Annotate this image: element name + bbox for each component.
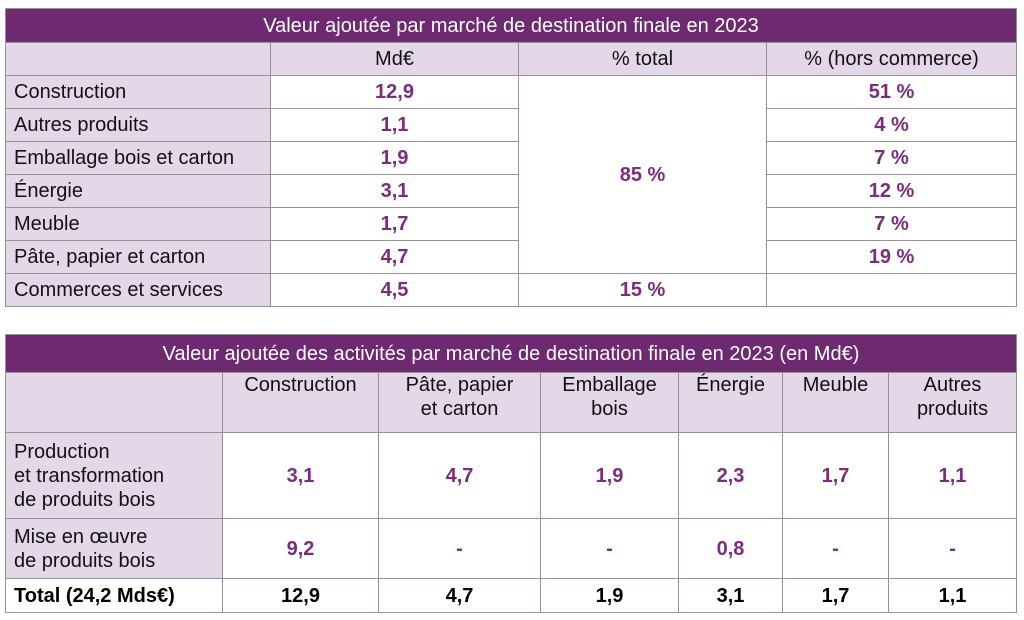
cell: 2,3 [678, 432, 783, 519]
cell: 12 % [765, 174, 1018, 208]
row: Autres produits 1,1 4 % [5, 108, 1018, 142]
cell: 9,2 [222, 518, 379, 579]
cell: 1,7 [782, 578, 889, 613]
cell: 12,9 [270, 75, 519, 109]
cell: 3,1 [678, 578, 783, 613]
row: Emballage bois et carton 1,9 7 % [5, 141, 1018, 175]
cell: 1,9 [540, 432, 679, 519]
cell: Commerces et services [5, 273, 271, 307]
cell: 1,7 [270, 207, 519, 241]
cell: 1,9 [270, 141, 519, 175]
cell [5, 372, 223, 433]
activity-table: Valeur ajoutée des activités par marché … [4, 334, 1018, 613]
cell: 0,8 [678, 518, 783, 579]
cell: Construction [5, 75, 271, 109]
cell [5, 42, 271, 76]
row: Pâte, papier et carton 4,7 19 % [5, 240, 1018, 274]
cell: 1,1 [887, 432, 1018, 519]
cell: 1,7 [782, 432, 889, 519]
cell: Mise en œuvre de produits bois [5, 518, 223, 579]
row: Énergie 3,1 12 % [5, 174, 1018, 208]
cell: 15 % [518, 273, 767, 307]
row: Mise en œuvre de produits bois 9,2- -0,8- - [5, 518, 1018, 579]
cell: - [540, 518, 679, 579]
cell: 12,9 [222, 578, 379, 613]
cell: 4,7 [270, 240, 519, 274]
cell: 3,1 [270, 174, 519, 208]
market-table: Valeur ajoutée par marché de destination… [4, 8, 1018, 307]
cell: - [887, 518, 1018, 579]
cell: 4,5 [270, 273, 519, 307]
cell: 85 % [518, 75, 767, 274]
cell: 51 % [765, 75, 1018, 109]
cell: 7 % [765, 141, 1018, 175]
row: Construction 12,9 85 % 51 % [5, 75, 1018, 274]
cell: Md€ [270, 42, 519, 76]
cell: Valeur ajoutée des activités par marché … [4, 334, 1018, 373]
cell: Construction [222, 372, 379, 433]
cell: Énergie [5, 174, 271, 208]
cell: 4,7 [378, 432, 541, 519]
row: Md€% total% (hors commerce) [5, 42, 1018, 76]
cell: Énergie [678, 372, 783, 433]
cell: Valeur ajoutée par marché de destination… [4, 8, 1018, 43]
cell: Meuble [5, 207, 271, 241]
cell: Autres produits [887, 372, 1018, 433]
cell: Meuble [782, 372, 889, 433]
cell: Production et transformation de produits… [5, 432, 223, 519]
cell: 1,9 [540, 578, 679, 613]
cell: % total [518, 42, 767, 76]
cell: - [378, 518, 541, 579]
cell: 19 % [765, 240, 1018, 274]
cell: Emballage bois [540, 372, 679, 433]
cell: 4,7 [378, 578, 541, 613]
row: Construction Pâte, papier et carton Emball… [5, 372, 1018, 433]
cell: 4 % [765, 108, 1018, 142]
cell: Pâte, papier et carton [378, 372, 541, 433]
cell: % (hors commerce) [765, 42, 1018, 76]
cell: Autres produits [5, 108, 271, 142]
row: Valeur ajoutée par marché de destination… [4, 8, 1018, 43]
cell: Pâte, papier et carton [5, 240, 271, 274]
cell [765, 273, 1018, 307]
cell: 1,1 [270, 108, 519, 142]
cell: - [782, 518, 889, 579]
cell: 1,1 [887, 578, 1018, 613]
row: Production et transformation de produits… [5, 432, 1018, 519]
cell: 3,1 [222, 432, 379, 519]
row: Total (24,2 Mds€) 12,9 4,7 1,9 3,1 1,7 1,1 [5, 578, 1018, 613]
cell: Total (24,2 Mds€) [5, 578, 223, 613]
row: Commerces et services 4,5 15 % [5, 273, 1018, 307]
row: Meuble 1,7 7 % [5, 207, 1018, 241]
row: Valeur ajoutée des activités par marché … [4, 334, 1018, 373]
cell: Emballage bois et carton [5, 141, 271, 175]
cell: 7 % [765, 207, 1018, 241]
